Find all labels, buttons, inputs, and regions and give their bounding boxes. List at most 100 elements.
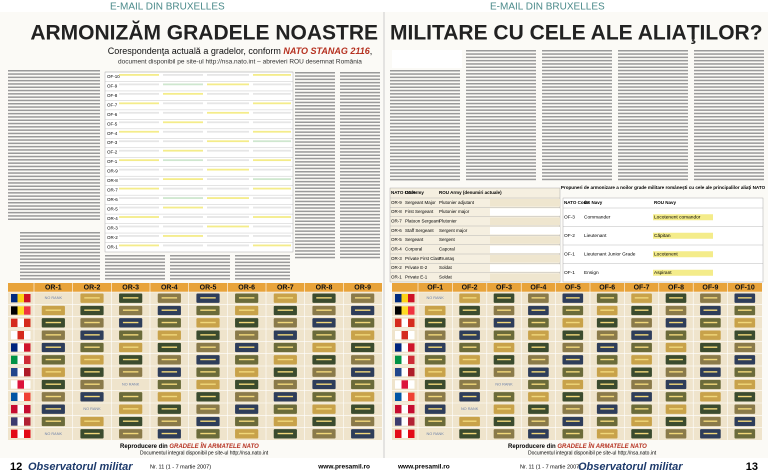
text-line [618,86,688,88]
text-line [340,111,380,114]
table-cell [253,74,291,76]
flag [395,380,402,389]
no-rank: NO RANK [122,383,140,387]
flag [395,294,402,303]
table-cell [119,197,159,199]
text-line [390,165,460,168]
text-line [390,70,460,72]
text-line [618,178,688,181]
text-line [295,111,335,114]
table-cell [207,168,249,171]
grid-header-label: OR-9 [354,284,371,291]
insignia-stripe [634,346,649,348]
issue: Nr. 11 (1 - 7 martie 2007) [150,464,211,470]
text-line [390,116,460,118]
insignia-stripe [737,371,752,373]
insignia-stripe [634,297,649,299]
table-highlight [653,232,713,239]
text-line [466,92,536,95]
text-line [340,177,380,180]
table-cell [207,225,249,228]
text-line [170,264,230,267]
text-line [295,253,335,255]
flag [24,380,31,389]
flag [24,429,31,438]
text-line [8,215,100,217]
brand: Observatorul militar [28,461,133,473]
text-line [466,152,536,154]
insignia-stripe [531,371,546,373]
text-line [340,154,380,156]
text-line [542,142,612,144]
text-line [618,129,688,131]
insignia-stripe [462,420,477,422]
insignia-stripe [84,309,100,311]
text-line [542,132,612,134]
insignia-stripe [200,432,216,435]
table-cell [119,225,159,228]
text-line [694,86,764,88]
text-line [694,155,764,158]
table-cell [119,168,159,171]
text-line [694,116,764,118]
text-line [8,202,100,204]
text-line [340,88,380,90]
text-line [8,89,100,92]
insignia-stripe [703,408,718,410]
text-line [694,50,764,52]
table-header: US Navy [584,200,603,205]
text-line [542,165,612,167]
flag [24,368,31,377]
insignia-stripe [497,297,511,299]
table-cell [207,235,249,237]
insignia-stripe [600,408,615,410]
table-cell: Staff Sergeant [405,228,434,233]
flag [24,392,31,401]
table-cell [119,130,159,133]
text-line [694,165,764,167]
text-line [340,246,380,249]
insignia-stripe [277,334,294,336]
insignia-stripe [200,334,216,336]
table-cell [253,111,291,114]
flag [408,417,415,426]
table-code: OF-4 [107,131,118,136]
text-line [8,106,100,108]
text-line [390,106,460,108]
text-line [105,271,165,273]
text-line [466,168,536,171]
text-line [618,158,688,161]
flag [401,331,408,340]
text-line [235,274,290,277]
table-code: OR-4 [107,216,118,221]
table-cell [253,225,291,228]
insignia-stripe [737,334,752,336]
text-line [618,106,688,108]
table-cell [163,74,203,76]
table-cell: Private E-1 [405,275,428,280]
text-line [20,274,100,277]
text-line [8,93,100,95]
text-line [542,139,612,141]
insignia-stripe [122,346,139,348]
table-cell [119,216,159,218]
insignia-stripe [161,371,178,373]
text-line [694,76,764,78]
table-cell [163,168,203,171]
flag [17,294,24,303]
text-line [618,89,688,92]
text-line [618,132,688,134]
text-line [340,95,380,97]
insignia-stripe [531,395,546,398]
text-line [20,241,100,244]
insignia-stripe [277,432,294,435]
text-line [340,161,380,163]
insignia-stripe [462,346,477,348]
table-cell: Private First Class [405,256,442,261]
text-line [618,162,688,164]
table-cell: OR-7 [391,219,402,224]
table-cell [163,83,203,86]
text-line [618,142,688,144]
insignia-stripe [238,408,255,410]
flag [17,429,24,438]
